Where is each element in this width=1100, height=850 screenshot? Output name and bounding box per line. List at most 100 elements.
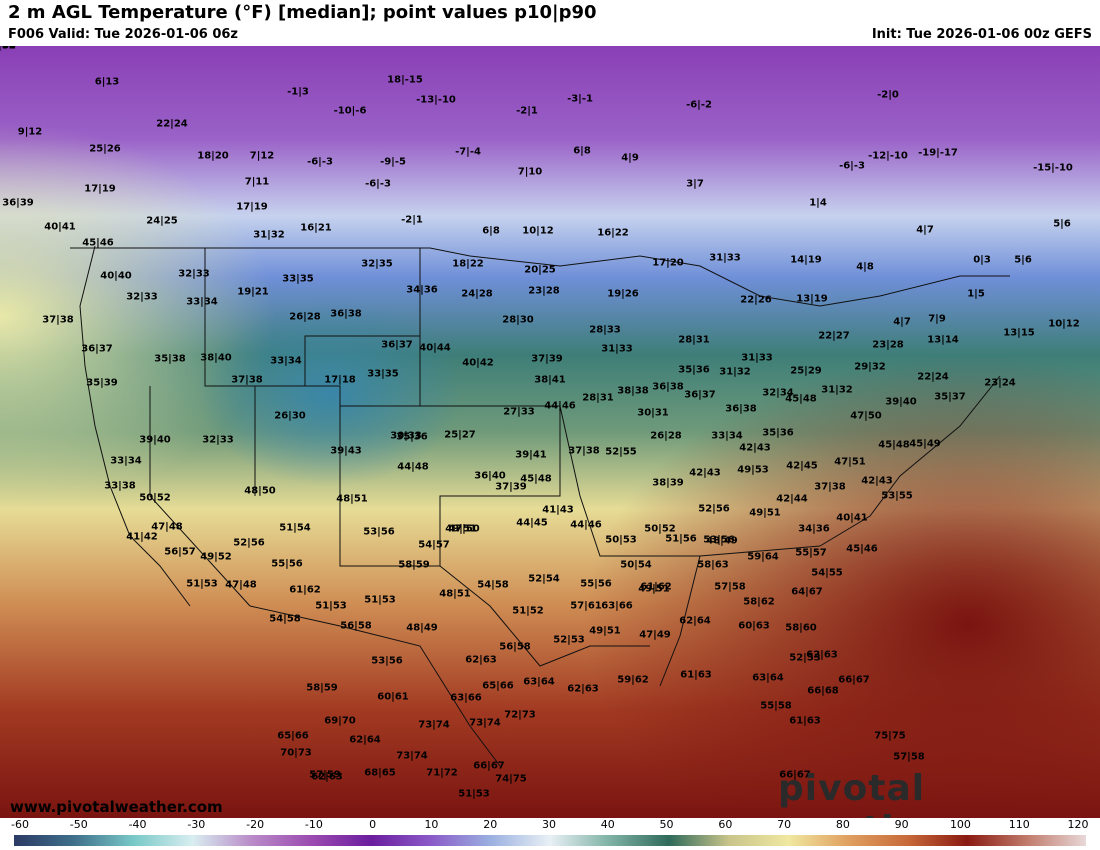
valid-time: F006 Valid: Tue 2026-01-06 06z — [8, 27, 238, 42]
point-value-label: 31|32 — [253, 229, 285, 241]
colorbar-tick-label: 120 — [1067, 818, 1089, 831]
point-value-label: 73|74 — [396, 750, 428, 762]
point-value-label: 23|28 — [872, 339, 904, 351]
point-value-label: 22|26 — [740, 294, 772, 306]
point-value-label: 34|36 — [798, 523, 830, 535]
point-value-label: 45|46 — [82, 237, 114, 249]
point-value-label: 36|39 — [2, 197, 34, 209]
point-value-label: -19|-17 — [918, 147, 958, 159]
point-value-label: 49|52 — [200, 551, 232, 563]
point-value-label: 33|38 — [104, 480, 136, 492]
point-value-label: 55|56 — [271, 558, 303, 570]
point-value-label: 50|52 — [0, 46, 16, 52]
point-value-label: 57|58 — [893, 751, 925, 763]
point-value-label: 29|32 — [854, 361, 886, 373]
point-value-label: 48|51 — [439, 588, 471, 600]
colorbar-tick-label: 20 — [483, 818, 498, 831]
init-time: Init: Tue 2026-01-06 00z GEFS — [871, 27, 1092, 42]
point-value-label: 36|38 — [330, 308, 362, 320]
point-value-label: 38|39 — [652, 477, 684, 489]
point-value-label: 42|43 — [689, 467, 721, 479]
point-value-label: -2|1 — [516, 105, 538, 117]
point-value-label: 73|74 — [469, 717, 501, 729]
point-value-label: 55|58 — [760, 700, 792, 712]
point-value-label: 31|32 — [821, 384, 853, 396]
point-value-label: 37|38 — [814, 481, 846, 493]
point-value-label: 49|51 — [749, 507, 781, 519]
point-value-label: 61|63 — [789, 715, 821, 727]
point-value-label: 37|38 — [568, 445, 600, 457]
point-value-label: 17|19 — [236, 201, 268, 213]
point-value-label: 52|54 — [528, 573, 560, 585]
point-value-label: 33|35 — [367, 368, 399, 380]
point-value-label: 54|58 — [477, 579, 509, 591]
point-value-label: 0|3 — [973, 254, 991, 266]
point-value-label: 33|35 — [282, 273, 314, 285]
site-watermark[interactable]: www.pivotalweather.com — [10, 798, 223, 816]
point-value-label: 37|39 — [495, 481, 527, 493]
point-value-label: 45|48 — [520, 473, 552, 485]
point-value-label: 66|67 — [779, 769, 811, 781]
point-value-label: 36|37 — [684, 389, 716, 401]
point-value-label: 62|63 — [465, 654, 497, 666]
point-value-label: 6|8 — [573, 145, 591, 157]
point-value-label: 52|56 — [233, 537, 265, 549]
point-value-label: -15|-10 — [1033, 162, 1073, 174]
point-value-label: 63|66 — [450, 692, 482, 704]
temperature-field — [0, 46, 1100, 818]
point-value-label: -13|-10 — [416, 94, 456, 106]
point-value-label: 22|24 — [156, 118, 188, 130]
point-value-label: 24|25 — [146, 215, 178, 227]
point-value-label: 4|7 — [893, 316, 911, 328]
point-value-label: 51|53 — [186, 578, 218, 590]
point-value-label: 73|74 — [418, 719, 450, 731]
point-value-label: 63|64 — [752, 672, 784, 684]
point-value-label: 16|21 — [300, 222, 332, 234]
point-value-label: 56|57 — [164, 546, 196, 558]
point-value-label: 37|38 — [231, 374, 263, 386]
point-value-label: 44|45 — [516, 517, 548, 529]
point-value-label: 59|61 — [0, 46, 16, 52]
point-value-label: -9|-5 — [380, 156, 406, 168]
point-value-label: 47|49 — [639, 629, 671, 641]
point-value-label: 56|56 — [0, 46, 16, 52]
point-value-label: 7|10 — [517, 166, 543, 178]
point-value-label: 3|7 — [686, 178, 704, 190]
point-value-label: 63|64 — [523, 676, 555, 688]
colorbar-tick-label: 80 — [835, 818, 850, 831]
point-value-label: 33|34 — [110, 455, 142, 467]
point-value-label: 57|61 — [570, 600, 602, 612]
point-value-label: -6|-3 — [839, 160, 865, 172]
point-value-label: 30|31 — [637, 407, 669, 419]
point-value-label: 52|53 — [553, 634, 585, 646]
point-value-label: 17|20 — [652, 257, 684, 269]
point-value-label: 58|59 — [306, 682, 338, 694]
point-value-label: 34|36 — [406, 284, 438, 296]
point-value-label: 14|19 — [790, 254, 822, 266]
point-value-label: -10|-6 — [333, 105, 367, 117]
colorbar-tick-label: 110 — [1008, 818, 1030, 831]
temperature-map: 6|13 -1|3 18|-15 -13|-10 -2|1 -3|-1 -6|-2 -2|0 9… — [0, 46, 1100, 818]
point-value-label: 16|22 — [597, 227, 629, 239]
point-value-label: 41|43 — [542, 504, 574, 516]
point-value-label: 33|34 — [711, 430, 743, 442]
point-value-label: 35|38 — [154, 353, 186, 365]
colorbar-tick-label: -60 — [11, 818, 29, 831]
point-value-label: 38|38 — [617, 385, 649, 397]
point-value-label: 39|40 — [885, 396, 917, 408]
point-value-label: 62|63 — [567, 683, 599, 695]
point-value-label: 33|34 — [270, 355, 302, 367]
colorbar-tick-label: 30 — [542, 818, 556, 831]
point-value-label: 35|36 — [396, 431, 428, 443]
point-value-label: 42|43 — [861, 475, 893, 487]
point-value-label: 28|33 — [589, 324, 621, 336]
point-value-label: 51|53 — [315, 600, 347, 612]
point-value-label: 64|67 — [791, 586, 823, 598]
colorbar-tick-label: -50 — [69, 818, 88, 831]
point-value-label: 42|44 — [776, 493, 808, 505]
point-value-label: 32|33 — [178, 268, 210, 280]
point-value-label: 31|33 — [601, 343, 633, 355]
point-value-label: -3|-1 — [567, 93, 593, 105]
point-value-label: 52|53 — [789, 652, 821, 664]
point-value-label: -2|1 — [401, 214, 423, 226]
